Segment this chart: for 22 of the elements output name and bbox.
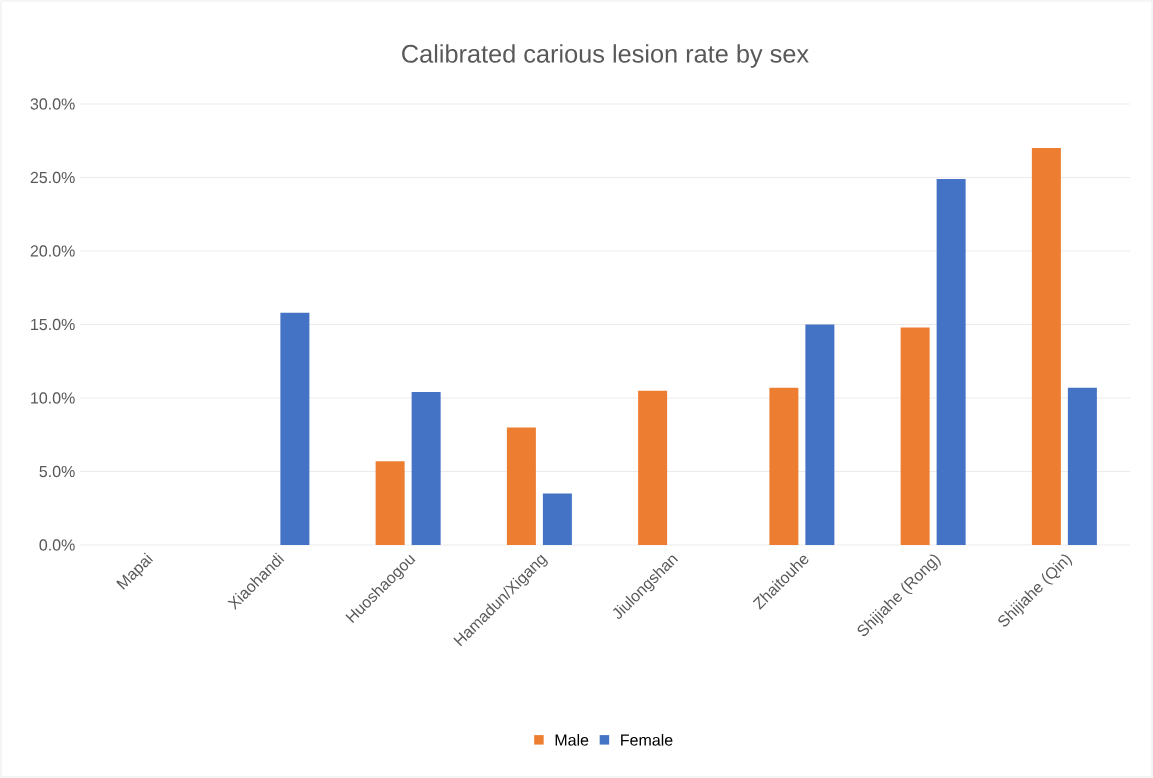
bar <box>542 493 572 545</box>
bar <box>769 387 799 545</box>
y-tick-label: 20.0% <box>30 245 75 257</box>
bar <box>411 392 441 545</box>
bar <box>638 390 668 545</box>
legend-label: Male <box>555 734 589 746</box>
y-tick-label: 10.0% <box>31 392 75 404</box>
bar <box>280 312 310 545</box>
legend-label: Female <box>621 734 673 746</box>
y-tick-label: 5.0% <box>39 465 75 478</box>
bar <box>805 324 835 545</box>
y-tick-label: 0.0% <box>39 539 75 551</box>
y-tick-label: 15.0% <box>31 318 75 331</box>
bar <box>900 327 930 545</box>
y-tick-label: 30.0% <box>30 98 75 110</box>
bar <box>1067 387 1097 545</box>
chart-title: Calibrated carious lesion rate by sex <box>402 44 809 68</box>
bar <box>506 427 536 545</box>
y-tick-label: 25.0% <box>30 171 75 184</box>
bar <box>1031 148 1061 545</box>
bar <box>936 178 966 545</box>
bar <box>375 461 405 545</box>
